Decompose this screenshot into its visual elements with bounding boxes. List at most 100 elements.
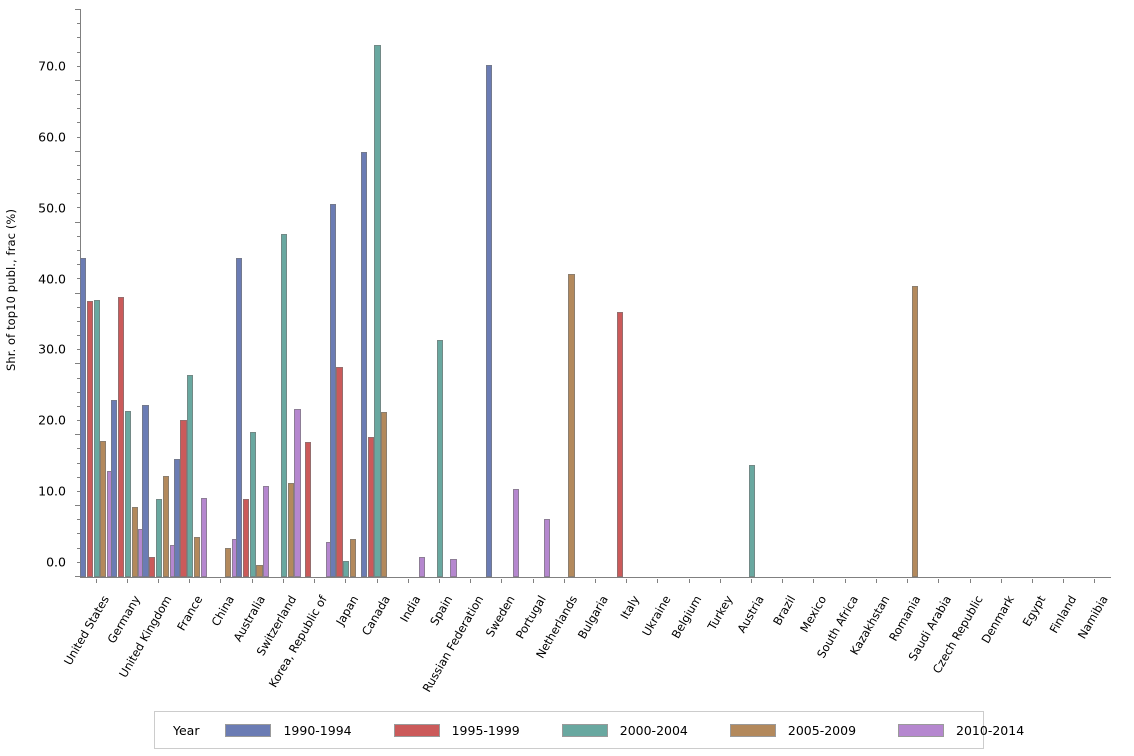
bar[interactable]	[617, 311, 624, 577]
bar[interactable]	[436, 340, 444, 577]
legend-swatch	[898, 723, 945, 737]
bar[interactable]	[249, 432, 256, 577]
x-tick-mark	[251, 579, 253, 583]
bar[interactable]	[512, 489, 520, 577]
bar[interactable]	[450, 558, 457, 577]
legend-item[interactable]: 1990-1994	[225, 722, 352, 738]
bar[interactable]	[911, 286, 918, 577]
y-tick-minor	[77, 306, 81, 308]
bar-group	[580, 10, 611, 577]
bar[interactable]	[180, 419, 187, 577]
y-tick-minor	[77, 51, 81, 53]
bar[interactable]	[111, 399, 118, 577]
bar[interactable]	[374, 45, 381, 577]
bar-group	[1049, 10, 1080, 577]
legend-label: 1995-1999	[451, 722, 520, 738]
bar[interactable]	[263, 485, 270, 577]
bar-group	[893, 10, 924, 577]
x-tick-mark	[907, 579, 909, 583]
legend-label: 1990-1994	[283, 722, 352, 738]
bar[interactable]	[419, 557, 426, 577]
legend-item[interactable]: 2000-2004	[561, 722, 688, 738]
bar[interactable]	[485, 65, 492, 577]
bar[interactable]	[568, 273, 575, 577]
x-tick-mark	[626, 579, 628, 583]
bar-group	[861, 10, 892, 577]
bar-group	[518, 10, 551, 577]
bar[interactable]	[93, 299, 100, 577]
bar[interactable]	[256, 564, 263, 577]
y-tick-major: 40.0	[38, 271, 81, 294]
bar[interactable]	[367, 436, 374, 577]
bar-group	[830, 10, 861, 577]
y-tick-minor	[77, 179, 81, 181]
bar[interactable]	[305, 441, 312, 577]
y-tick-minor	[77, 193, 81, 195]
y-tick-minor	[77, 23, 81, 25]
bar[interactable]	[225, 547, 232, 577]
x-tick-mark	[969, 579, 971, 583]
legend-item[interactable]: 2005-2009	[729, 723, 856, 738]
bar[interactable]	[200, 497, 207, 577]
bars-container	[79, 10, 1111, 577]
y-tick-minor	[77, 207, 81, 209]
bar[interactable]	[173, 458, 180, 577]
bar-group	[79, 10, 114, 577]
bar[interactable]	[100, 440, 107, 577]
bar[interactable]	[142, 404, 149, 577]
x-tick-mark	[875, 579, 877, 583]
y-axis-label-text: Shr. of top10 publ., frac (%)	[4, 208, 19, 372]
bar[interactable]	[162, 476, 169, 577]
x-tick-label: Brazil	[770, 593, 799, 628]
bar-group	[799, 10, 830, 577]
bar[interactable]	[360, 151, 367, 577]
bar-group	[111, 10, 145, 577]
bar[interactable]	[124, 411, 131, 577]
bar[interactable]	[155, 499, 163, 577]
bar[interactable]	[748, 465, 756, 577]
bar[interactable]	[343, 561, 350, 577]
bar[interactable]	[131, 506, 138, 577]
y-tick-minor	[77, 37, 81, 39]
bar[interactable]	[79, 258, 87, 577]
bar[interactable]	[187, 375, 194, 577]
y-tick-label: 50.0	[38, 200, 66, 216]
bar[interactable]	[117, 297, 125, 577]
y-tick-minor	[77, 136, 81, 138]
legend-item[interactable]: 1995-1999	[393, 722, 520, 738]
y-tick-label: 20.0	[38, 412, 66, 428]
y-tick-label: 40.0	[38, 271, 66, 286]
x-tick-label: Canada	[358, 593, 393, 638]
legend-item[interactable]: 2010-2014	[898, 723, 1024, 738]
y-tick-minor	[77, 420, 81, 422]
bar-group	[705, 10, 736, 577]
bar[interactable]	[287, 483, 294, 577]
bar[interactable]	[149, 557, 156, 577]
legend-label: 2000-2004	[619, 722, 688, 738]
x-tick-mark	[813, 579, 815, 583]
bar[interactable]	[336, 366, 343, 577]
y-tick-major: 0.0	[46, 555, 81, 577]
bar-group	[206, 10, 239, 577]
y-tick-minor	[77, 519, 81, 521]
y-tick-major: 50.0	[38, 200, 81, 223]
y-tick-minor	[77, 65, 81, 67]
y-tick-minor	[77, 320, 81, 322]
bar[interactable]	[86, 300, 93, 577]
bar[interactable]	[544, 518, 551, 577]
bar[interactable]	[193, 536, 201, 577]
bar[interactable]	[349, 538, 357, 577]
plot-area: 0.0 10.0 20.0 30.0 40.0 50.0 60.0 70.0 80.0	[38, 0, 1111, 578]
x-tick-label: Mexico	[797, 593, 830, 635]
x-tick-mark	[220, 579, 222, 583]
bar[interactable]	[294, 409, 301, 577]
x-tick-mark	[438, 579, 440, 583]
bar[interactable]	[381, 411, 388, 577]
bar[interactable]	[329, 203, 336, 577]
bar[interactable]	[242, 499, 249, 577]
bar[interactable]	[280, 233, 287, 577]
y-tick-minor	[77, 235, 81, 237]
x-tick-label: United States	[60, 593, 112, 668]
bar-group	[924, 10, 955, 577]
bar[interactable]	[235, 258, 243, 577]
